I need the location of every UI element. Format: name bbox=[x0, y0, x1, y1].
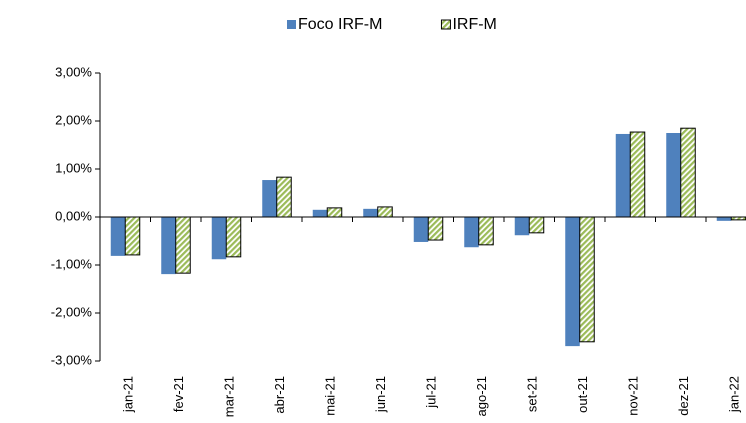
bar bbox=[312, 209, 328, 217]
bar bbox=[363, 208, 378, 217]
x-tick-label: dez-21 bbox=[676, 376, 691, 416]
bar bbox=[225, 216, 242, 258]
y-tick-label: -2,00% bbox=[51, 304, 93, 319]
x-tick-label: out-21 bbox=[575, 376, 590, 413]
x-tick-label: ago-21 bbox=[474, 376, 489, 416]
bar bbox=[211, 217, 227, 260]
bar bbox=[161, 217, 176, 275]
x-tick-label: jul-21 bbox=[424, 376, 439, 409]
x-tick-label: jan-22 bbox=[727, 376, 742, 413]
bar bbox=[262, 180, 277, 217]
bar bbox=[413, 217, 429, 242]
bar bbox=[124, 216, 141, 256]
legend-swatch bbox=[440, 19, 451, 30]
bar bbox=[276, 176, 292, 218]
y-tick-label: 1,00% bbox=[55, 160, 92, 175]
y-tick-label: -1,00% bbox=[51, 256, 93, 271]
bar bbox=[666, 133, 681, 217]
legend-swatch bbox=[287, 20, 296, 29]
bar bbox=[514, 217, 530, 236]
x-tick-label: nov-21 bbox=[626, 376, 641, 416]
x-tick-label: fev-21 bbox=[171, 376, 186, 412]
legend-label: IRF-M bbox=[452, 16, 496, 33]
bar bbox=[326, 207, 343, 218]
x-tick-label: abr-21 bbox=[272, 376, 287, 414]
bar bbox=[110, 217, 126, 256]
legend-label: Foco IRF-M bbox=[298, 16, 382, 33]
bar bbox=[615, 133, 631, 217]
y-tick-label: -3,00% bbox=[51, 352, 93, 367]
bar bbox=[478, 216, 494, 246]
bar bbox=[680, 127, 696, 218]
bar bbox=[716, 217, 732, 221]
x-tick-label: mai-21 bbox=[323, 376, 338, 416]
x-tick-label: set-21 bbox=[525, 376, 540, 412]
x-tick-label: jun-21 bbox=[373, 376, 388, 413]
y-tick-label: 2,00% bbox=[55, 112, 92, 127]
bar bbox=[427, 216, 444, 241]
x-tick-label: mar-21 bbox=[222, 376, 237, 417]
bar bbox=[629, 131, 646, 218]
bar bbox=[528, 216, 545, 234]
bar bbox=[565, 217, 580, 347]
bar bbox=[579, 216, 595, 343]
bar bbox=[377, 206, 393, 218]
y-tick-label: 3,00% bbox=[55, 64, 92, 79]
bar bbox=[464, 217, 479, 248]
y-tick-label: 0,00% bbox=[55, 208, 92, 223]
bar bbox=[175, 216, 191, 274]
x-tick-label: jan-21 bbox=[121, 376, 136, 413]
